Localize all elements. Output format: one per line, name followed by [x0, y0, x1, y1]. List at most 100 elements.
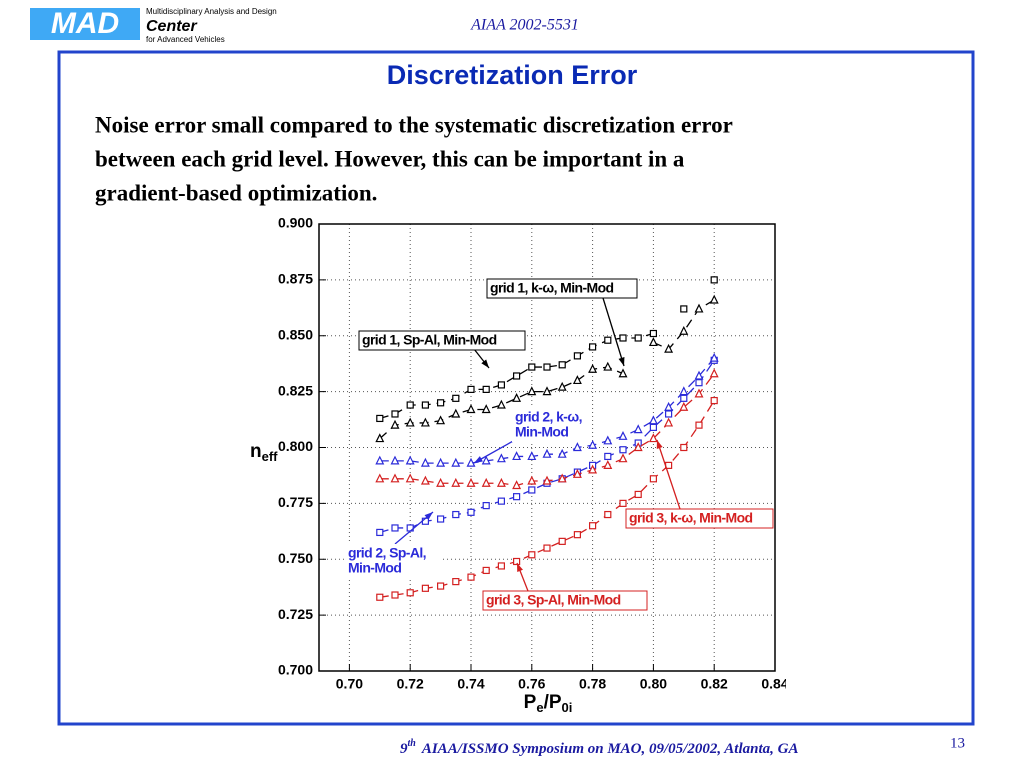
- marker-triangle: [420, 457, 430, 467]
- marker-triangle: [648, 415, 658, 425]
- annotation-arrow: [602, 297, 625, 367]
- marker-triangle: [496, 477, 506, 487]
- marker-square: [497, 381, 505, 389]
- marker-square: [512, 493, 521, 501]
- marker-triangle: [588, 464, 598, 474]
- marker-triangle: [709, 352, 719, 362]
- marker-square: [588, 343, 597, 351]
- footer-suffix: th: [408, 738, 417, 749]
- marker-triangle: [588, 363, 598, 373]
- marker-triangle: [603, 361, 613, 371]
- marker-triangle: [405, 455, 415, 465]
- marker-triangle: [481, 455, 491, 465]
- marker-square: [634, 334, 642, 342]
- marker-square: [437, 399, 445, 407]
- series-line: [379, 359, 715, 534]
- logo-line: for Advanced Vehicles: [146, 35, 225, 44]
- y-tick-label: 0.800: [278, 438, 313, 454]
- marker-triangle: [512, 480, 522, 490]
- annotation-text: grid 3, k-ω, Min-Mod: [629, 510, 753, 526]
- marker-square: [680, 305, 688, 313]
- marker-square: [619, 499, 627, 507]
- series-line: [379, 299, 715, 440]
- marker-triangle: [375, 473, 385, 483]
- arrow-head: [424, 512, 433, 520]
- annotation-arrow: [656, 439, 681, 510]
- arrow-head: [656, 440, 663, 449]
- marker-triangle: [588, 439, 598, 449]
- marker-square: [421, 584, 429, 592]
- arrow-head: [618, 357, 625, 366]
- marker-square: [604, 510, 612, 519]
- logo-block: [30, 8, 140, 40]
- marker-square: [528, 551, 536, 559]
- marker-triangle: [451, 408, 461, 418]
- marker-square: [467, 573, 475, 581]
- marker-square: [421, 401, 429, 409]
- marker-square: [512, 372, 521, 380]
- marker-triangle: [527, 386, 537, 396]
- marker-triangle: [375, 433, 385, 443]
- marker-square: [664, 410, 673, 418]
- marker-triangle: [390, 473, 400, 483]
- marker-triangle: [375, 455, 385, 465]
- y-tick-label: 0.875: [278, 271, 313, 287]
- arrow-head: [517, 563, 523, 572]
- marker-square: [467, 385, 475, 393]
- annotation-box: [512, 408, 592, 442]
- marker-triangle: [436, 457, 446, 467]
- y-tick-label: 0.900: [278, 215, 313, 231]
- marker-triangle: [679, 386, 689, 396]
- x-label-sub: e: [536, 700, 543, 715]
- paper-id: AIAA 2002-5531: [470, 17, 579, 34]
- body-text: Noise error small compared to the system…: [95, 112, 733, 137]
- slide-title: Discretization Error: [387, 60, 638, 90]
- marker-square: [467, 508, 475, 516]
- marker-triangle: [709, 294, 719, 304]
- marker-square: [497, 497, 505, 505]
- marker-triangle: [633, 424, 643, 434]
- marker-square: [452, 394, 460, 402]
- x-tick-label: 0.74: [457, 676, 484, 692]
- marker-square: [543, 363, 551, 371]
- marker-triangle: [572, 442, 582, 452]
- x-tick-label: 0.84: [761, 676, 788, 692]
- marker-square: [680, 443, 688, 452]
- marker-triangle: [618, 453, 628, 463]
- marker-triangle: [679, 325, 689, 335]
- marker-square: [406, 589, 414, 597]
- x-tick-label: 0.76: [518, 676, 545, 692]
- marker-triangle: [512, 451, 522, 461]
- marker-triangle: [436, 415, 446, 425]
- marker-triangle: [451, 457, 461, 467]
- body-text: between each grid level. However, this c…: [95, 146, 685, 171]
- logo-text: MAD: [51, 7, 119, 40]
- marker-triangle: [420, 417, 430, 427]
- marker-square: [376, 528, 384, 537]
- y-tick-label: 0.700: [278, 662, 313, 678]
- marker-triangle: [542, 475, 552, 485]
- x-tick-label: 0.82: [701, 676, 728, 692]
- marker-triangle: [572, 375, 582, 385]
- x-tick-label: 0.80: [640, 676, 667, 692]
- marker-triangle: [603, 435, 613, 445]
- annotation-box: [625, 508, 774, 529]
- y-axis-label: neff: [250, 441, 278, 464]
- marker-triangle: [557, 448, 567, 458]
- marker-triangle: [648, 337, 658, 347]
- marker-triangle: [603, 460, 613, 469]
- marker-triangle: [542, 448, 552, 458]
- marker-triangle: [572, 468, 582, 478]
- x-tick-label: 0.78: [579, 676, 606, 692]
- page-number: 13: [950, 735, 965, 751]
- marker-square: [512, 557, 521, 566]
- marker-triangle: [466, 477, 476, 487]
- marker-square: [482, 502, 490, 510]
- frame: [57, 50, 975, 726]
- marker-triangle: [664, 401, 674, 411]
- marker-square: [680, 394, 688, 402]
- marker-square: [437, 582, 445, 590]
- x-label-part: /P: [544, 692, 562, 713]
- annotation-box: [482, 590, 648, 611]
- annotation-box: [345, 544, 443, 578]
